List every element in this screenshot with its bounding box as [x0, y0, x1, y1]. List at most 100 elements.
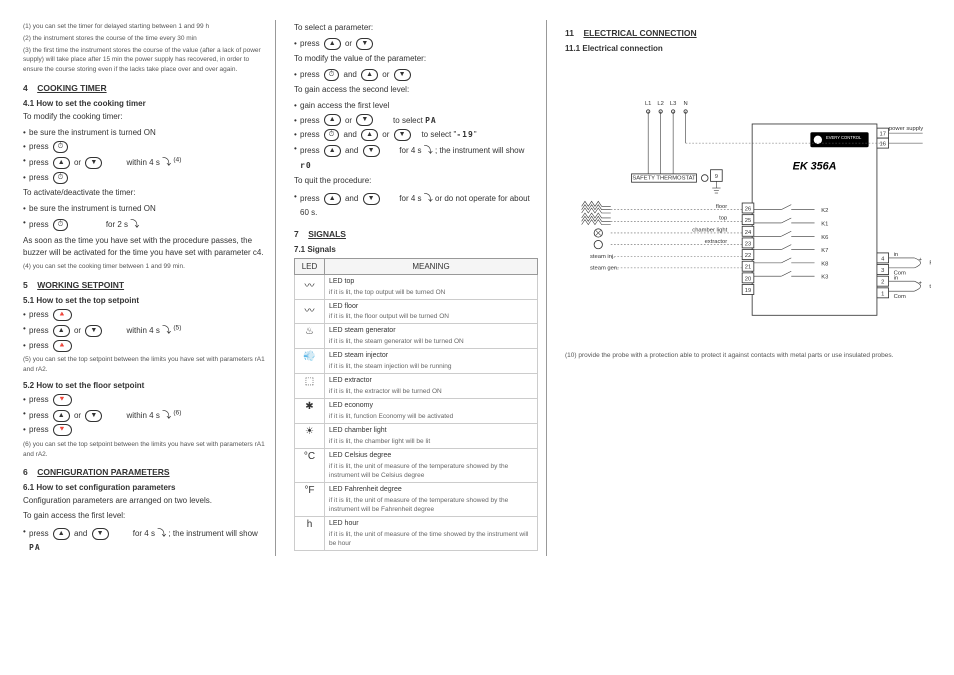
down-icon: ▼	[85, 157, 102, 169]
led-icon: ☀	[295, 424, 325, 449]
svg-text:top (10): top (10)	[929, 284, 931, 290]
signals-table: LED MEANING 〰 LED topif it is lit, the t…	[294, 258, 538, 551]
svg-text:in: in	[894, 252, 899, 258]
svg-text:16: 16	[880, 142, 886, 148]
arc-icon: ⤵	[130, 216, 139, 232]
page-root: (1) you can set the timer for delayed st…	[0, 0, 954, 576]
svg-text:17: 17	[880, 132, 886, 138]
up-icon: ▲	[53, 528, 70, 540]
section-5-1: 5.1 How to set the top setpoint	[23, 296, 267, 305]
table-row: ☀ LED chamber lightif it is lit, the cha…	[295, 424, 538, 449]
table-row: 〰 LED floorif it is lit, the floor outpu…	[295, 299, 538, 324]
bullet-item: press ▲ or ▼ within 4 s ⤵ (5)	[23, 322, 267, 338]
arc-icon: ⤵	[424, 190, 433, 206]
timer-icon: ⏱	[53, 219, 68, 231]
bullet-item: press ▲ or ▼	[294, 37, 538, 51]
svg-text:+: +	[919, 281, 923, 287]
down-icon: ▼	[85, 325, 102, 337]
display-value: -19	[456, 130, 473, 139]
arc-icon: ⤵	[162, 322, 171, 338]
timer-icon: ⏱	[324, 129, 339, 141]
up-icon: ▲	[324, 38, 341, 50]
bullet-item: gain access the first level	[294, 99, 538, 113]
bullet-item: press ▲ or ▼ to select PA	[294, 114, 538, 128]
down-icon: ▼	[363, 193, 380, 205]
section-11-1: 11.1 Electrical connection	[565, 44, 931, 53]
bullet-item: press ▲ or ▼ within 4 s ⤵ (4)	[23, 154, 267, 170]
text-line: To quit the procedure:	[294, 175, 538, 188]
timer-icon: ⏱	[324, 69, 339, 81]
footnote-10: (10) provide the probe with a protection…	[565, 351, 931, 361]
column-3: 11 ELECTRICAL CONNECTION 11.1 Electrical…	[557, 20, 939, 556]
bullet-item: press ⏱ and ▲ or ▼ to select "-19"	[294, 128, 538, 142]
section-6-1: 6.1 How to set configuration parameters	[23, 483, 267, 492]
led-icon: °C	[295, 448, 325, 482]
down-icon: ▼	[92, 528, 109, 540]
table-row: h LED hourif it is lit, the unit of meas…	[295, 516, 538, 550]
down-icon: ▼	[356, 38, 373, 50]
svg-text:L2: L2	[657, 101, 663, 107]
down-icon: ▼	[394, 69, 411, 81]
floor-setpoint-icon: 🔻	[53, 394, 72, 406]
up-icon: ▲	[324, 193, 341, 205]
led-icon: 💨	[295, 349, 325, 374]
svg-text:power supply: power supply	[889, 126, 923, 132]
svg-text:22: 22	[745, 253, 751, 259]
svg-text:K7: K7	[821, 248, 828, 254]
table-row: ✱ LED economyif it is lit, function Econ…	[295, 399, 538, 424]
svg-text:3: 3	[881, 268, 884, 274]
led-icon: ⬚	[295, 374, 325, 399]
table-row: ⬚ LED extractorif it is lit, the extract…	[295, 374, 538, 399]
up-icon: ▲	[324, 114, 341, 126]
text-line: To gain access the first level:	[23, 510, 267, 523]
led-meaning: LED Fahrenheit degreeif it is lit, the u…	[325, 482, 538, 516]
timer-icon: ⏱	[53, 172, 68, 184]
svg-text:N: N	[684, 101, 688, 107]
led-meaning: LED hourif it is lit, the unit of measur…	[325, 516, 538, 550]
down-icon: ▼	[85, 410, 102, 422]
text-line: To modify the cooking timer:	[23, 111, 267, 124]
led-icon: °F	[295, 482, 325, 516]
bullet-item: be sure the instrument is turned ON	[23, 202, 267, 216]
led-meaning: LED steam generatorif it is lit, the ste…	[325, 324, 538, 349]
text-line: To gain access the second level:	[294, 84, 538, 97]
svg-text:steam inj.: steam inj.	[590, 254, 615, 260]
up-icon: ▲	[53, 410, 70, 422]
section-4-header: 4 COOKING TIMER	[23, 83, 267, 93]
up-icon: ▲	[361, 69, 378, 81]
text-line: As soon as the time you have set with th…	[23, 235, 267, 261]
svg-text:+: +	[919, 257, 923, 263]
timer-icon: ⏱	[53, 141, 68, 153]
up-icon: ▲	[324, 145, 341, 157]
bullet-item: press ▲ and ▼ for 4 s ⤵ ; the instrument…	[23, 525, 267, 556]
svg-text:K6: K6	[821, 235, 828, 241]
down-icon: ▼	[363, 145, 380, 157]
led-meaning: LED steam injectorif it is lit, the stea…	[325, 349, 538, 374]
svg-text:26: 26	[745, 206, 751, 212]
table-row: °C LED Celsius degreeif it is lit, the u…	[295, 448, 538, 482]
arc-icon: ⤵	[162, 407, 171, 423]
down-icon: ▼	[356, 114, 373, 126]
top-setpoint-icon: 🔺	[53, 309, 72, 321]
svg-text:L3: L3	[670, 101, 676, 107]
svg-text:K3: K3	[821, 275, 828, 281]
table-row: °F LED Fahrenheit degreeif it is lit, th…	[295, 482, 538, 516]
table-row: ♨ LED steam generatorif it is lit, the s…	[295, 324, 538, 349]
section-11-header: 11 ELECTRICAL CONNECTION	[565, 28, 931, 38]
bullet-item: press 🔺	[23, 308, 267, 322]
display-value: PA	[29, 543, 41, 552]
footnote-2: (2) the instrument stores the course of …	[23, 34, 267, 44]
bullet-item: press 🔻	[23, 393, 267, 407]
bullet-item: press ⏱ and ▲ or ▼	[294, 68, 538, 82]
wiring-diagram: EK 356A EVERY CONTROL L1L2L3N SAFETY THE…	[565, 63, 931, 343]
svg-text:Com: Com	[894, 294, 906, 300]
led-meaning: LED economyif it is lit, function Econom…	[325, 399, 538, 424]
led-meaning: LED chamber lightif it is lit, the chamb…	[325, 424, 538, 449]
arc-icon: ⤵	[162, 154, 171, 170]
display-value: PA	[425, 116, 437, 125]
table-row: 〰 LED topif it is lit, the top output wi…	[295, 274, 538, 299]
led-meaning: LED floorif it is lit, the floor output …	[325, 299, 538, 324]
up-icon: ▲	[53, 157, 70, 169]
section-4-1: 4.1 How to set the cooking timer	[23, 99, 267, 108]
section-5-header: 5 WORKING SETPOINT	[23, 280, 267, 290]
